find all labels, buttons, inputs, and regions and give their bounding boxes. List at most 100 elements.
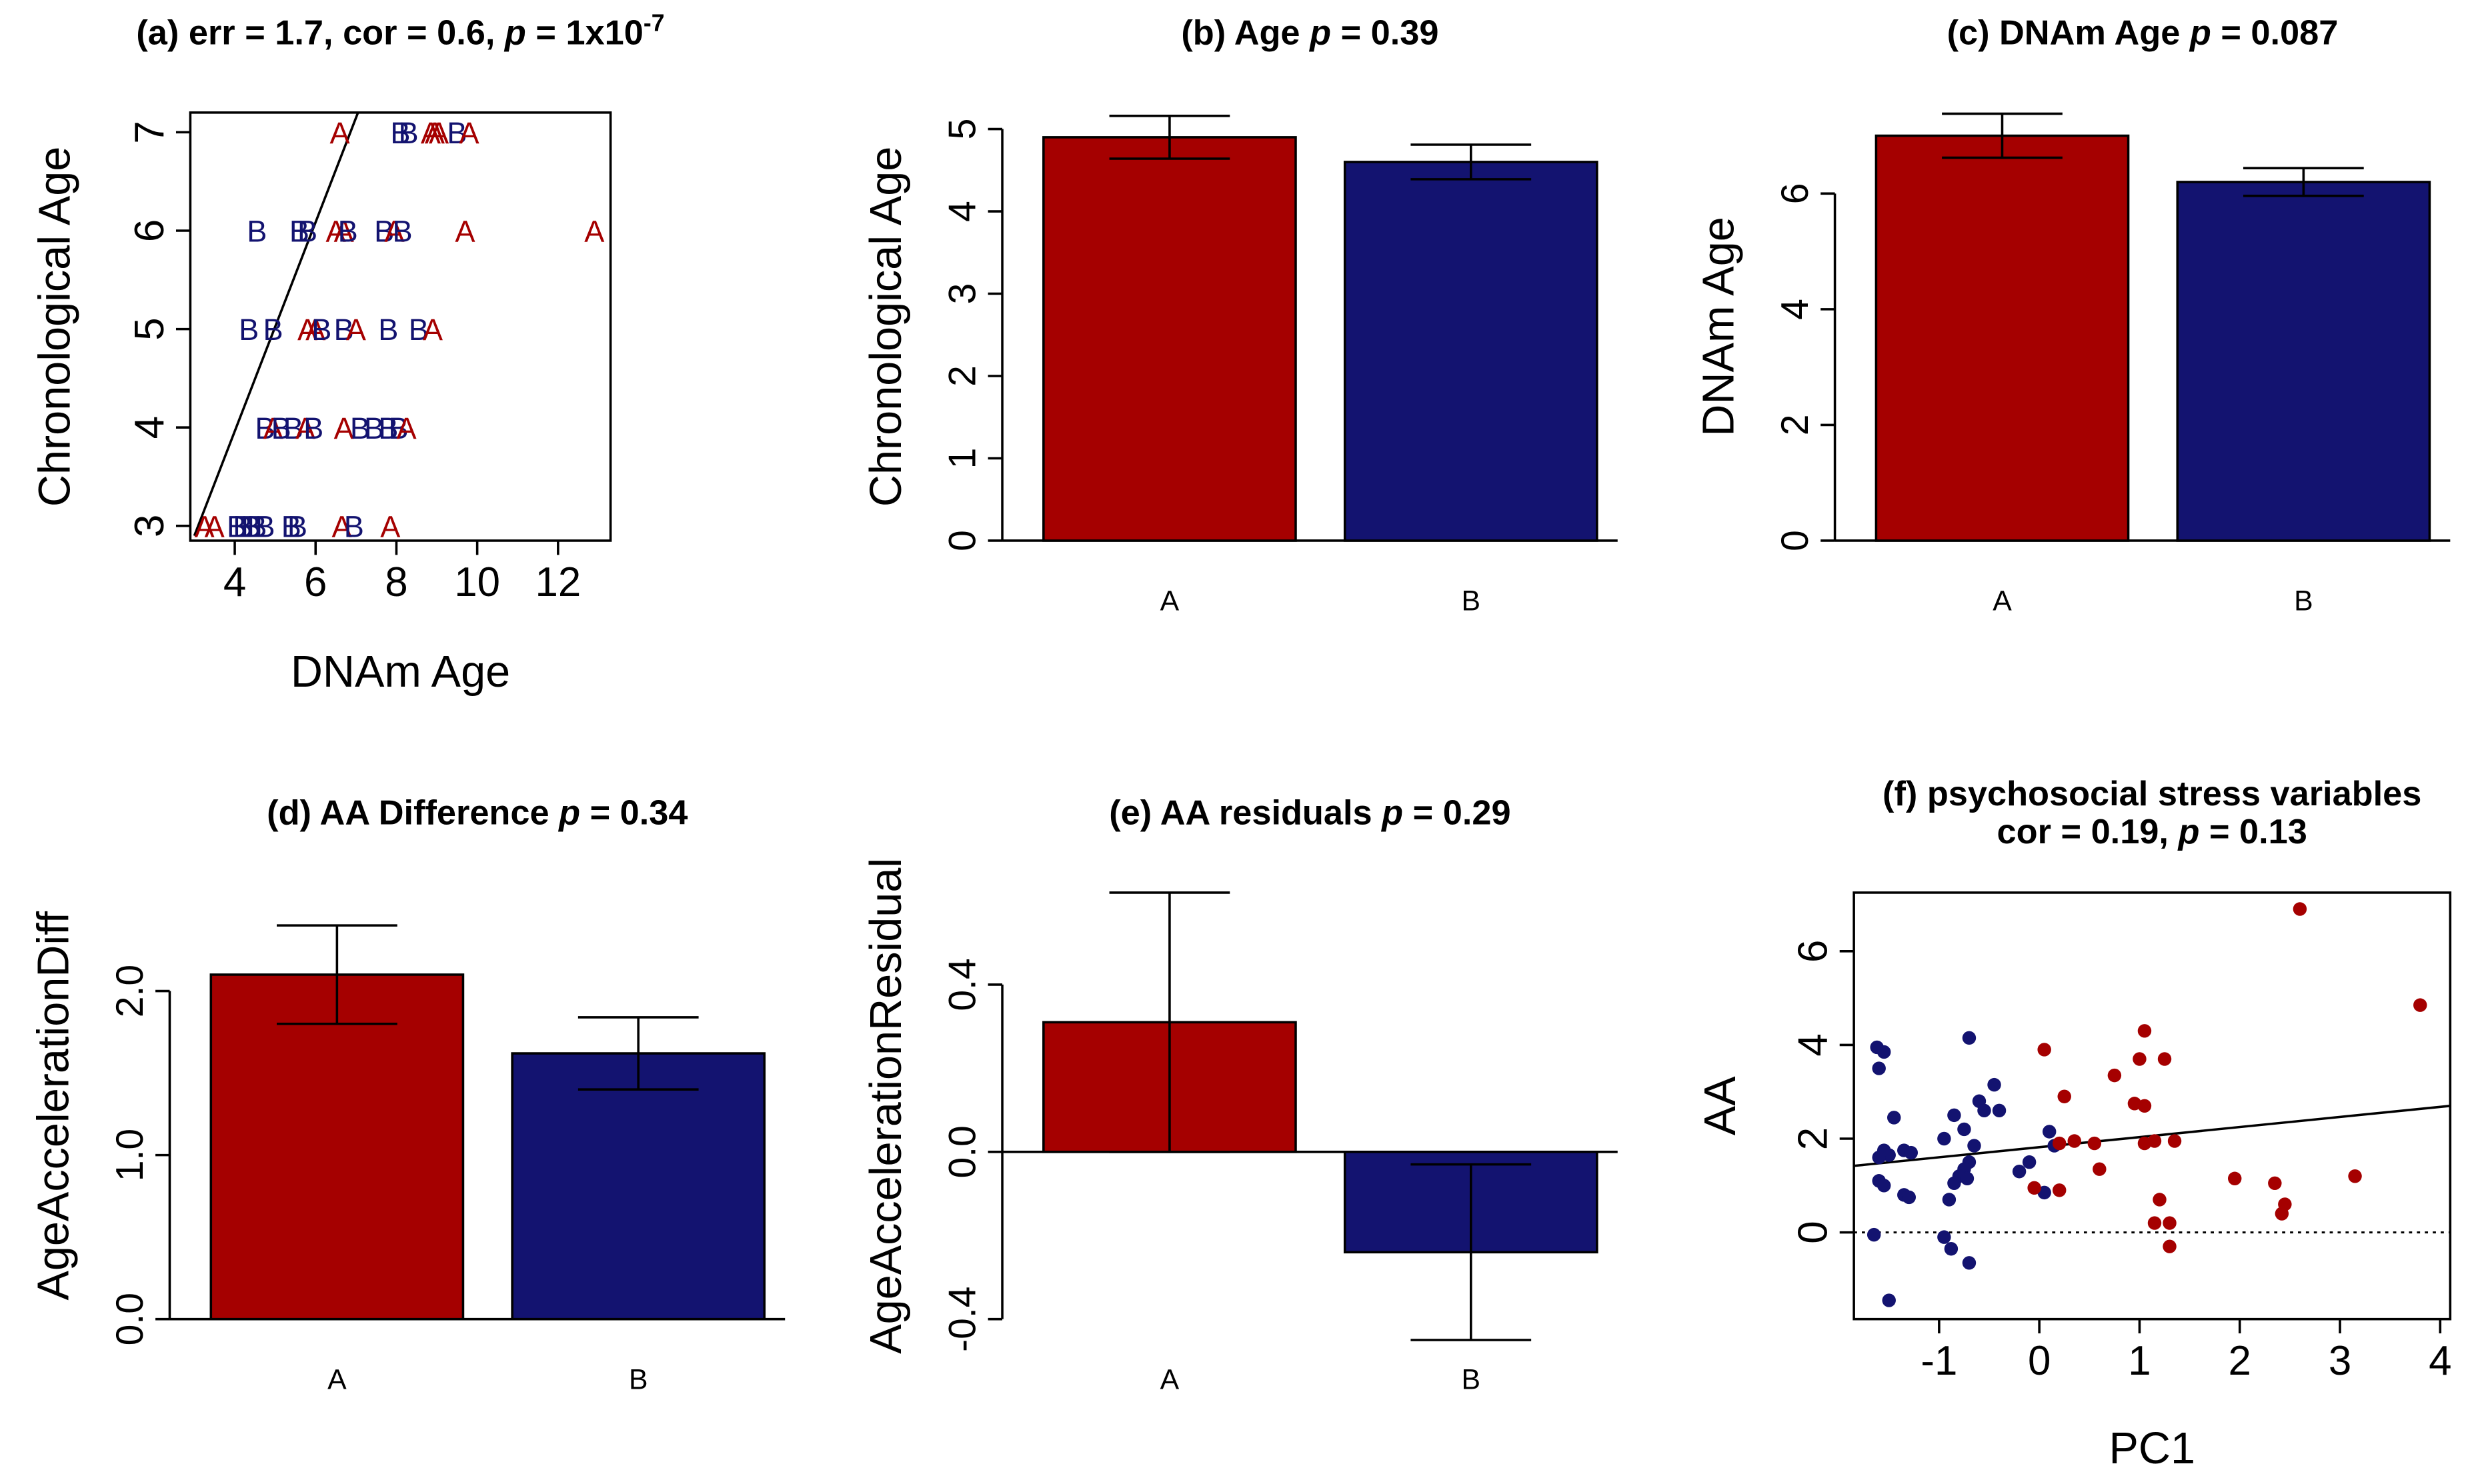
y-tick-label: 6: [1790, 940, 1836, 963]
category-label-a: A: [1993, 585, 2012, 617]
category-label-b: B: [1462, 1363, 1481, 1395]
data-point-b: [1872, 1150, 1886, 1165]
data-point-a: A: [330, 116, 351, 150]
data-point-b: B: [399, 116, 419, 150]
data-point-a: A: [380, 509, 401, 543]
data-point-b: B: [409, 313, 429, 347]
bar-a: [1875, 134, 2130, 542]
panel-f-xlabel: PC1: [2109, 1424, 2195, 1473]
data-point-b: [1882, 1293, 1896, 1307]
data-point-b: B: [447, 116, 467, 150]
data-point-a: A: [334, 215, 355, 249]
data-point-b: [2042, 1125, 2057, 1139]
panel-f-ylabel: AA: [1696, 1076, 1745, 1135]
panel-a: (a) err = 1.7, cor = 0.6, p = 1x10-7 Chro…: [31, 10, 665, 697]
data-point-a: [2268, 1176, 2282, 1191]
data-point-b: [1902, 1190, 1917, 1205]
panel-c: (c) DNAm Age p = 0.087 DNAm Age 0 2 4 6 A B: [1694, 14, 2451, 617]
panel-b-ylabel: Chronological Age: [862, 147, 911, 507]
y-tick-label: 6: [127, 219, 173, 242]
data-point-b: B: [263, 313, 283, 347]
category-label-b: B: [2294, 585, 2313, 617]
data-point-a: [2107, 1068, 2122, 1083]
data-point-a: A: [584, 215, 605, 249]
data-point-b: [1967, 1139, 1981, 1153]
x-tick-label: 3: [2329, 1338, 2351, 1384]
data-point-b: B: [271, 411, 291, 445]
panel-f-plot-box: [1852, 891, 2452, 1321]
x-tick-label: 12: [535, 559, 581, 605]
y-tick-label: 4: [942, 201, 984, 222]
data-point-b: B: [311, 313, 331, 347]
y-tick-label: 7: [127, 121, 173, 143]
bar-a: [209, 973, 465, 1321]
data-point-b: [1962, 1256, 1977, 1270]
data-point-b: [1877, 1179, 1891, 1193]
y-tick-label: 4: [127, 416, 173, 439]
data-point-b: [2012, 1164, 2027, 1179]
y-tick-label: 3: [127, 515, 173, 537]
data-point-a: [2348, 1169, 2362, 1183]
data-point-b: B: [390, 116, 410, 150]
panel-c-ylabel: DNAm Age: [1694, 217, 1743, 436]
y-tick-label: 6: [1774, 183, 1816, 204]
data-point-b: B: [239, 313, 259, 347]
panel-d: (d) AA Difference p = 0.34 AgeAcceleratio…: [29, 794, 786, 1395]
y-tick-label: 1.0: [109, 1129, 151, 1181]
data-point-a: A: [332, 509, 353, 543]
y-tick-label: 4: [1774, 299, 1816, 320]
y-tick-label: 2: [1774, 415, 1816, 436]
data-point-b: B: [255, 509, 275, 543]
data-point-a: A: [384, 215, 405, 249]
y-tick-label: -0.4: [942, 1287, 984, 1352]
data-point-a: A: [205, 509, 225, 543]
panel-a-xlabel: DNAm Age: [291, 647, 510, 697]
data-point-b: B: [297, 215, 317, 249]
data-point-a: [2027, 1181, 2041, 1195]
data-point-b: B: [303, 411, 323, 445]
data-point-a: A: [334, 411, 355, 445]
data-point-b: B: [247, 215, 267, 249]
data-point-b: B: [350, 411, 370, 445]
data-point-a: A: [295, 411, 316, 445]
data-point-a: [2037, 1043, 2051, 1057]
data-point-b: [1977, 1103, 1991, 1118]
data-point-a: A: [455, 215, 475, 249]
data-point-a: [2137, 1099, 2152, 1113]
panel-f-title-line2: cor = 0.19, p = 0.13: [1997, 813, 2307, 851]
y-tick-label: 1: [942, 448, 984, 469]
data-point-a: [2153, 1193, 2167, 1207]
data-point-b: B: [388, 411, 408, 445]
x-tick-label: -1: [1921, 1338, 1957, 1384]
y-tick-label: 4: [1790, 1033, 1836, 1056]
data-point-b: B: [378, 411, 398, 445]
panel-f-plot-area: [1854, 902, 2451, 1307]
data-point-b: B: [227, 509, 247, 543]
y-tick-label: 5: [942, 119, 984, 140]
bar-b: [2176, 181, 2431, 542]
data-point-a: [2163, 1239, 2177, 1253]
y-tick-label: 0: [942, 530, 984, 551]
data-point-a: A: [397, 411, 417, 445]
data-point-b: B: [344, 509, 364, 543]
data-point-b: [1877, 1045, 1891, 1059]
data-point-a: [2052, 1183, 2067, 1197]
data-point-a: [2275, 1207, 2289, 1221]
data-point-a: A: [429, 116, 449, 150]
data-point-a: [2133, 1052, 2147, 1066]
data-point-a: [2147, 1216, 2162, 1230]
data-point-a: A: [346, 313, 367, 347]
x-tick-label: 0: [2028, 1338, 2051, 1384]
data-point-a: [2293, 902, 2307, 916]
data-point-b: B: [247, 509, 267, 543]
category-label-a: A: [1160, 1363, 1180, 1395]
panel-e: (e) AA residuals p = 0.29 AgeAcceleration…: [862, 794, 1618, 1395]
data-point-b: B: [378, 313, 398, 347]
y-tick-label: 5: [127, 317, 173, 340]
y-tick-label: 0.4: [942, 958, 984, 1011]
panel-b-title: (b) Age p = 0.39: [1181, 14, 1438, 53]
category-label-b: B: [1462, 585, 1481, 617]
data-point-a: A: [305, 313, 326, 347]
panel-a-plot-box: [189, 111, 612, 542]
